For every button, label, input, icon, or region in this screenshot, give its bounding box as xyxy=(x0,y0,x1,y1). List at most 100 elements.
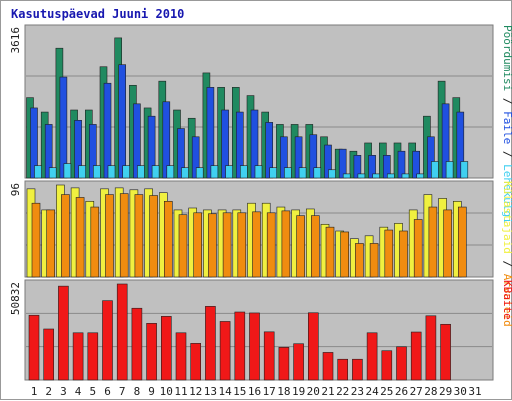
bar-hits-faile-day-9 xyxy=(147,115,156,179)
bar-visits-arvuteid-day-25 xyxy=(384,229,394,278)
bar-hits-lehekülgi-day-28 xyxy=(431,161,439,179)
bar-hits-faile-day-2 xyxy=(44,124,53,179)
bar-hits-faile-day-13 xyxy=(206,87,215,179)
legend-hits: Pöördumisi / Faile / Lehekülgi xyxy=(501,25,512,224)
bar-visits-arvuteid-day-5 xyxy=(90,206,100,278)
bar-hits-faile-day-1 xyxy=(30,107,38,179)
bar-visits-arvuteid-day-15 xyxy=(237,212,247,278)
bar-hits-lehekülgi-day-3 xyxy=(63,163,72,179)
bar-visits-arvuteid-day-21 xyxy=(325,226,335,278)
bar-hits-lehekülgi-day-22 xyxy=(342,173,351,179)
x-tick-day-3: 3 xyxy=(60,385,67,398)
bar-hits-lehekülgi-day-11 xyxy=(181,167,189,179)
y-max-label-hits: 3616 xyxy=(9,27,22,54)
bar-visits-arvuteid-day-2 xyxy=(46,209,56,278)
legend-separator: / xyxy=(501,254,512,274)
legend-entry-arvuteid: Arvuteid xyxy=(501,274,512,327)
bar-hits-faile-day-3 xyxy=(59,76,68,179)
bar-bytes-kbaite-day-17 xyxy=(263,331,275,381)
bar-hits-faile-day-14 xyxy=(221,109,229,179)
bar-hits-faile-day-21 xyxy=(324,144,332,179)
bar-bytes-kbaite-day-9 xyxy=(146,323,157,381)
x-tick-day-19: 19 xyxy=(292,385,305,398)
bar-hits-faile-day-24 xyxy=(368,155,376,179)
bar-hits-lehekülgi-day-13 xyxy=(210,165,219,179)
bar-hits-lehekülgi-day-18 xyxy=(284,167,292,179)
legend-separator: / xyxy=(501,144,512,164)
x-tick-day-12: 12 xyxy=(189,385,202,398)
bar-hits-lehekülgi-day-14 xyxy=(225,165,233,179)
legend-entry-faile: Faile xyxy=(501,111,512,144)
bar-hits-faile-day-8 xyxy=(133,103,141,179)
bar-hits-lehekülgi-day-24 xyxy=(372,173,380,179)
bar-bytes-kbaite-day-6 xyxy=(102,300,113,381)
bar-hits-lehekülgi-day-10 xyxy=(166,165,175,179)
x-tick-day-6: 6 xyxy=(104,385,111,398)
bar-hits-faile-day-20 xyxy=(309,134,318,179)
x-tick-day-8: 8 xyxy=(134,385,141,398)
x-tick-day-10: 10 xyxy=(160,385,173,398)
x-tick-day-17: 17 xyxy=(263,385,276,398)
y-max-label-visits: 96 xyxy=(9,183,22,196)
legend-visits: Kűlastajaid / Arvuteid xyxy=(501,181,512,327)
bar-visits-arvuteid-day-9 xyxy=(149,195,158,278)
bar-hits-lehekülgi-day-6 xyxy=(107,165,116,179)
bar-hits-lehekülgi-day-12 xyxy=(195,167,204,179)
x-tick-day-14: 14 xyxy=(218,385,232,398)
x-tick-day-29: 29 xyxy=(439,385,452,398)
bar-bytes-kbaite-day-13 xyxy=(205,306,216,381)
bar-hits-faile-day-10 xyxy=(162,101,171,179)
bar-hits-faile-day-26 xyxy=(397,150,406,179)
legend-entry-kbaite: KBaite xyxy=(501,280,512,320)
bar-bytes-kbaite-day-14 xyxy=(219,321,231,381)
bar-visits-arvuteid-day-13 xyxy=(208,213,217,278)
y-max-label-bytes: 50832 xyxy=(9,282,22,315)
bar-bytes-kbaite-day-22 xyxy=(337,358,349,381)
bar-visits-arvuteid-day-10 xyxy=(164,200,173,278)
bar-bytes-kbaite-day-27 xyxy=(410,331,422,381)
bar-visits-arvuteid-day-4 xyxy=(75,197,85,278)
bar-hits-lehekülgi-day-1 xyxy=(34,165,42,179)
legend-separator: / xyxy=(501,91,512,111)
bar-visits-arvuteid-day-23 xyxy=(355,243,364,278)
bar-hits-faile-day-27 xyxy=(412,150,421,179)
bar-hits-faile-day-12 xyxy=(191,136,200,179)
bar-hits-lehekülgi-day-5 xyxy=(93,165,101,179)
bar-hits-lehekülgi-day-27 xyxy=(416,173,425,179)
x-tick-day-30: 30 xyxy=(454,385,467,398)
bar-hits-faile-day-23 xyxy=(353,155,362,179)
bar-visits-arvuteid-day-24 xyxy=(369,243,379,278)
bar-bytes-kbaite-day-25 xyxy=(381,350,393,381)
bar-hits-faile-day-16 xyxy=(250,109,259,179)
bar-bytes-kbaite-day-3 xyxy=(58,285,69,381)
x-tick-day-11: 11 xyxy=(174,385,187,398)
bar-bytes-kbaite-day-5 xyxy=(87,332,99,381)
legend-entry-pöördumisi: Pöördumisi xyxy=(501,25,512,91)
bar-hits-lehekülgi-day-17 xyxy=(269,167,278,179)
bar-bytes-kbaite-day-8 xyxy=(131,307,143,381)
bar-bytes-kbaite-day-24 xyxy=(366,332,378,381)
x-tick-day-15: 15 xyxy=(233,385,246,398)
bar-bytes-kbaite-day-10 xyxy=(161,316,172,381)
bar-hits-faile-day-30 xyxy=(456,111,465,179)
legend-entry-kűlastajaid: Kűlastajaid xyxy=(501,181,512,254)
x-tick-day-4: 4 xyxy=(75,385,82,398)
bar-hits-lehekülgi-day-29 xyxy=(445,161,454,179)
bar-hits-faile-day-17 xyxy=(265,122,274,179)
x-tick-day-5: 5 xyxy=(89,385,96,398)
bar-hits-lehekülgi-day-16 xyxy=(254,165,263,179)
bar-bytes-kbaite-day-15 xyxy=(234,311,246,381)
bar-visits-arvuteid-day-20 xyxy=(310,215,320,278)
bar-visits-arvuteid-day-7 xyxy=(119,193,129,278)
bar-bytes-kbaite-day-11 xyxy=(175,332,187,381)
bar-visits-arvuteid-day-26 xyxy=(399,230,408,278)
bar-visits-arvuteid-day-11 xyxy=(178,214,188,278)
bar-bytes-kbaite-day-1 xyxy=(28,314,40,381)
bar-bytes-kbaite-day-18 xyxy=(278,347,290,381)
bar-hits-faile-day-15 xyxy=(236,111,244,179)
bar-bytes-kbaite-day-26 xyxy=(396,346,407,381)
bar-visits-arvuteid-day-14 xyxy=(222,212,232,278)
bar-bytes-kbaite-day-23 xyxy=(352,358,363,381)
bar-visits-arvuteid-day-8 xyxy=(134,194,144,278)
